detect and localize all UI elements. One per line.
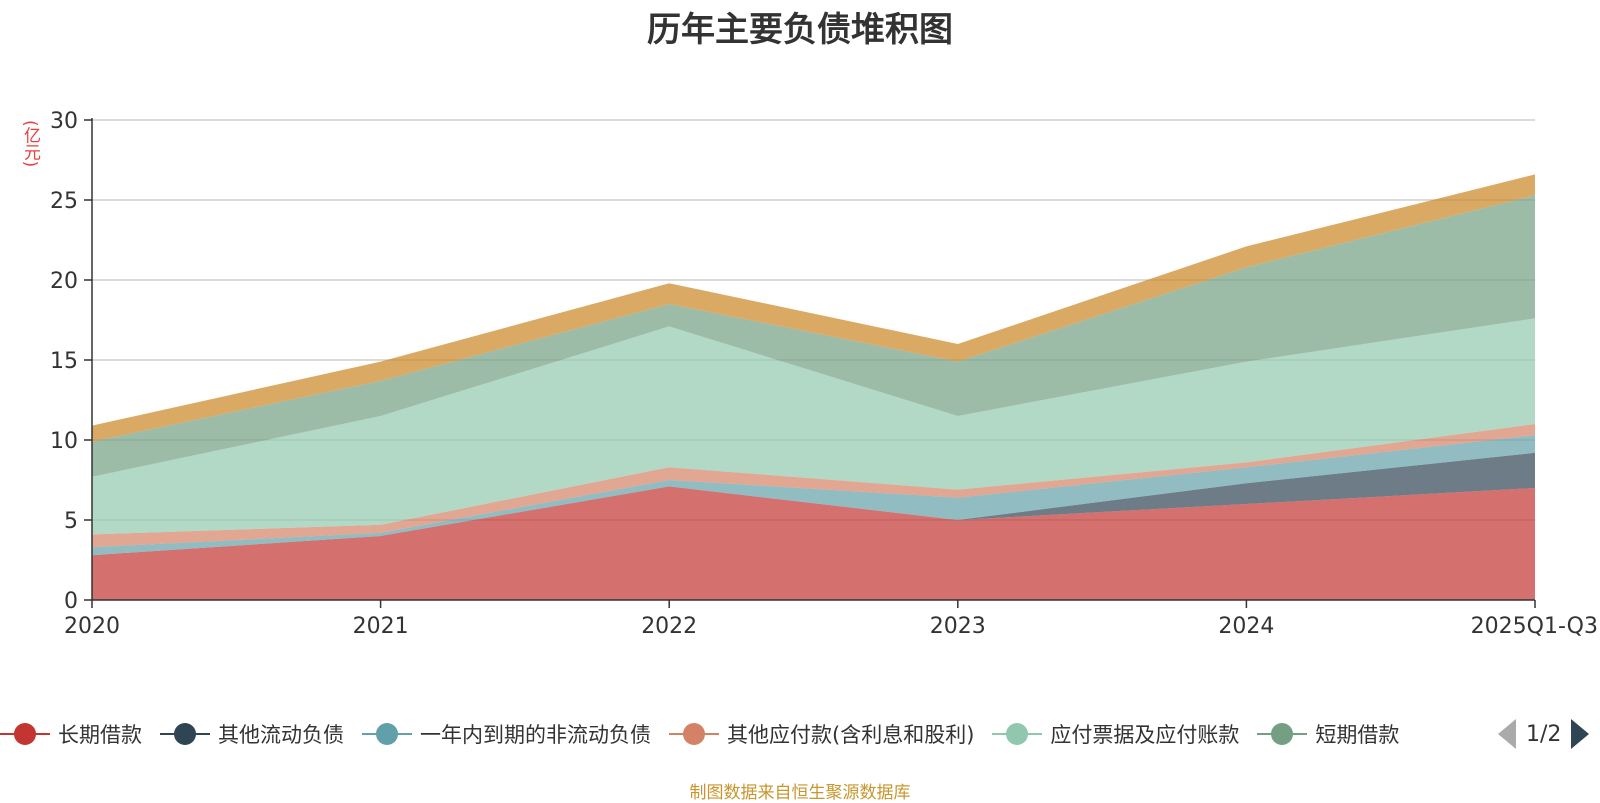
y-tick-label: 0	[64, 589, 78, 614]
legend-marker-icon	[1257, 722, 1308, 746]
area-series-6	[92, 195, 1535, 477]
legend-item[interactable]: 长期借款	[0, 719, 142, 749]
legend-page-indicator: 1/2	[1526, 721, 1562, 747]
legend-item[interactable]: 应付票据及应付账款	[992, 719, 1239, 749]
legend-items: 长期借款 其他流动负债 一年内到期的非流动负债 其他应付款(含利息和股利) 应付票据及应…	[0, 712, 1481, 756]
x-tick-label: 2021	[353, 614, 409, 639]
x-tick-label: 2022	[641, 614, 697, 639]
legend-marker-icon	[160, 722, 210, 746]
legend-label: 应付票据及应付账款	[1050, 723, 1240, 747]
legend-item[interactable]: 其他应付款(含利息和股利)	[669, 719, 974, 749]
y-tick-label: 25	[50, 189, 78, 214]
data-source-note: 制图数据来自恒生聚源数据库	[689, 783, 911, 803]
x-tick-label: 2024	[1218, 614, 1274, 639]
chart-title: 历年主要负债堆积图	[647, 10, 953, 50]
legend-label: 长期借款	[58, 723, 142, 747]
legend-label: 短期借款	[1315, 723, 1400, 747]
legend-item[interactable]: 其他流动负债	[160, 719, 344, 749]
legend-viewport: 长期借款 其他流动负债 一年内到期的非流动负债 其他应付款(含利息和股利) 应付票据及应…	[0, 712, 1481, 756]
legend-pager: 1/2	[1498, 712, 1600, 756]
legend-marker-icon	[992, 722, 1043, 746]
x-tick-label: 2023	[930, 614, 986, 639]
area-series-3	[92, 435, 1535, 556]
legend-marker-icon	[0, 722, 50, 746]
y-axis-unit-label: (亿元)	[20, 120, 40, 168]
legend-item[interactable]: 一年内到期的非流动负债	[362, 719, 651, 749]
legend-label: 其他流动负债	[218, 723, 344, 747]
y-tick-label: 5	[64, 509, 78, 534]
x-tick-label: 2020	[64, 614, 120, 639]
y-tick-label: 30	[50, 109, 78, 134]
y-tick-label: 10	[50, 429, 78, 454]
area-series-2	[92, 452, 1535, 556]
x-tick-label: 2025Q1-Q3	[1471, 614, 1598, 639]
legend-label: 一年内到期的非流动负债	[420, 723, 651, 747]
area-series-1	[92, 486, 1535, 600]
y-tick-label: 15	[50, 349, 78, 374]
legend-marker-icon	[669, 722, 719, 746]
legend-prev-page-icon[interactable]	[1498, 719, 1516, 749]
legend-marker-icon	[362, 722, 412, 746]
legend-item[interactable]: 短期借款	[1257, 719, 1399, 749]
legend: 长期借款 其他流动负债 一年内到期的非流动负债 其他应付款(含利息和股利) 应付票据及应…	[0, 712, 1600, 756]
legend-next-page-icon[interactable]	[1571, 719, 1590, 749]
area-series-5	[92, 318, 1535, 535]
area-series-4	[92, 424, 1535, 548]
y-tick-label: 20	[50, 269, 78, 294]
stacked-area-chart: 0 5 10 15 20 25 30 2020 2021 2022 2023 2024 2025Q1-Q…	[50, 109, 1598, 639]
legend-label: 其他应付款(含利息和股利)	[727, 723, 975, 747]
